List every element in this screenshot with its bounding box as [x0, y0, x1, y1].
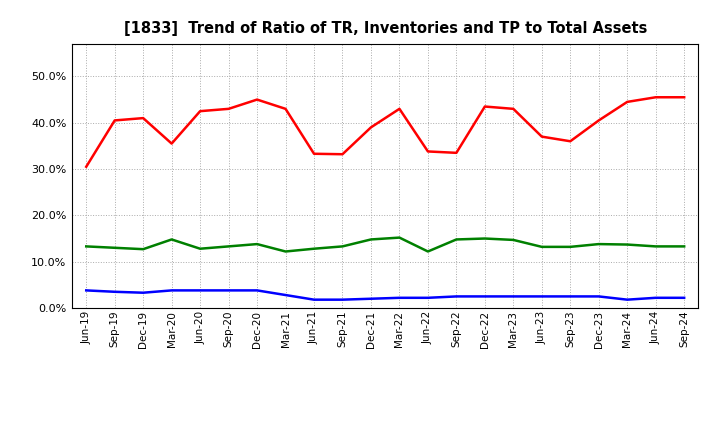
Inventories	[196, 288, 204, 293]
Trade Payables	[452, 237, 461, 242]
Trade Receivables	[338, 152, 347, 157]
Trade Payables	[310, 246, 318, 251]
Inventories	[110, 289, 119, 294]
Trade Payables	[110, 245, 119, 250]
Inventories	[595, 294, 603, 299]
Inventories	[310, 297, 318, 302]
Trade Receivables	[282, 106, 290, 111]
Trade Receivables	[595, 118, 603, 123]
Trade Payables	[196, 246, 204, 251]
Trade Receivables	[82, 164, 91, 169]
Trade Receivables	[196, 109, 204, 114]
Trade Receivables	[225, 106, 233, 111]
Trade Payables	[253, 242, 261, 247]
Inventories	[82, 288, 91, 293]
Trade Payables	[480, 236, 489, 241]
Trade Receivables	[480, 104, 489, 109]
Inventories	[680, 295, 688, 301]
Trade Receivables	[652, 95, 660, 100]
Trade Payables	[139, 246, 148, 252]
Inventories	[253, 288, 261, 293]
Inventories	[139, 290, 148, 295]
Trade Receivables	[310, 151, 318, 156]
Inventories	[395, 295, 404, 301]
Inventories	[338, 297, 347, 302]
Inventories	[509, 294, 518, 299]
Title: [1833]  Trend of Ratio of TR, Inventories and TP to Total Assets: [1833] Trend of Ratio of TR, Inventories…	[124, 21, 647, 36]
Trade Payables	[282, 249, 290, 254]
Inventories	[537, 294, 546, 299]
Trade Receivables	[623, 99, 631, 105]
Trade Payables	[537, 244, 546, 249]
Trade Receivables	[452, 150, 461, 155]
Line: Trade Payables: Trade Payables	[86, 238, 684, 252]
Line: Inventories: Inventories	[86, 290, 684, 300]
Trade Payables	[566, 244, 575, 249]
Inventories	[366, 296, 375, 301]
Trade Payables	[167, 237, 176, 242]
Trade Receivables	[395, 106, 404, 111]
Trade Payables	[509, 237, 518, 242]
Trade Receivables	[253, 97, 261, 102]
Trade Receivables	[366, 125, 375, 130]
Inventories	[282, 293, 290, 298]
Trade Payables	[423, 249, 432, 254]
Trade Payables	[595, 242, 603, 247]
Trade Payables	[82, 244, 91, 249]
Trade Payables	[680, 244, 688, 249]
Trade Receivables	[509, 106, 518, 111]
Trade Receivables	[566, 139, 575, 144]
Trade Payables	[652, 244, 660, 249]
Inventories	[452, 294, 461, 299]
Trade Payables	[225, 244, 233, 249]
Inventories	[167, 288, 176, 293]
Inventories	[480, 294, 489, 299]
Inventories	[652, 295, 660, 301]
Trade Receivables	[680, 95, 688, 100]
Inventories	[566, 294, 575, 299]
Trade Payables	[366, 237, 375, 242]
Trade Payables	[395, 235, 404, 240]
Trade Receivables	[537, 134, 546, 139]
Line: Trade Receivables: Trade Receivables	[86, 97, 684, 167]
Trade Payables	[623, 242, 631, 247]
Inventories	[423, 295, 432, 301]
Trade Receivables	[167, 141, 176, 146]
Trade Receivables	[139, 115, 148, 121]
Trade Payables	[338, 244, 347, 249]
Trade Receivables	[110, 118, 119, 123]
Inventories	[225, 288, 233, 293]
Trade Receivables	[423, 149, 432, 154]
Inventories	[623, 297, 631, 302]
